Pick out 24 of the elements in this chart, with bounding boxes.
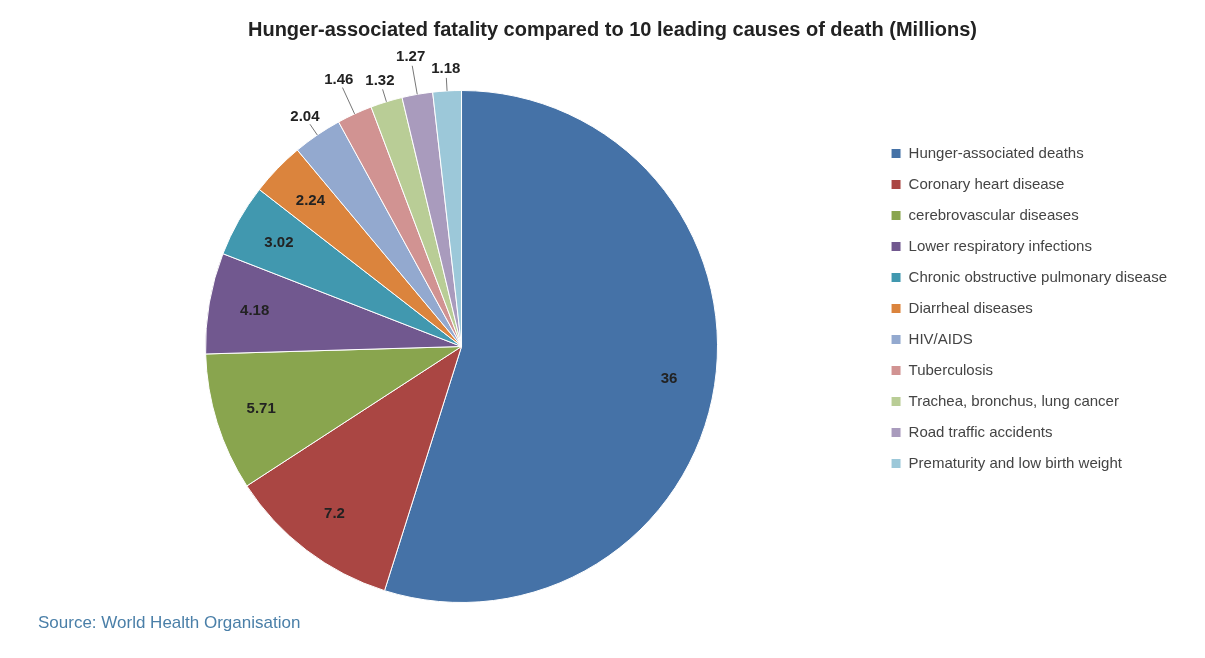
legend-label: Diarrheal diseases: [908, 298, 1033, 316]
data-label: 2.24: [295, 190, 326, 208]
data-label: 36: [660, 368, 678, 386]
legend-label: Chronic obstructive pulmonary disease: [908, 267, 1168, 285]
data-label: 1.27: [396, 47, 426, 65]
legend-label: HIV/AIDS: [908, 329, 973, 347]
data-label: 4.18: [240, 300, 270, 318]
data-label: 5.71: [246, 399, 276, 417]
source-note: Source: World Health Organisation: [37, 613, 302, 633]
legend-label: Tuberculosis: [908, 360, 994, 378]
data-label: 1.46: [324, 69, 354, 87]
chart-title: Hunger-associated fatality compared to 10 leading causes of death (Millions): [247, 17, 978, 40]
legend-label: Trachea, bronchus, lung cancer: [908, 391, 1119, 409]
legend-label: Road traffic accidents: [908, 422, 1053, 440]
data-label: 1.32: [365, 70, 395, 88]
legend-label: Lower respiratory infections: [908, 236, 1092, 254]
legend-label: Prematurity and low birth weight: [908, 453, 1123, 471]
data-label: 1.18: [431, 59, 461, 77]
data-label: 3.02: [264, 233, 294, 251]
legend-label: Hunger-associated deaths: [908, 143, 1084, 161]
data-label: 7.2: [324, 503, 345, 521]
data-label: 2.04: [290, 106, 321, 124]
legend-label: cerebrovascular diseases: [908, 205, 1079, 223]
legend-label: Coronary heart disease: [908, 174, 1065, 192]
